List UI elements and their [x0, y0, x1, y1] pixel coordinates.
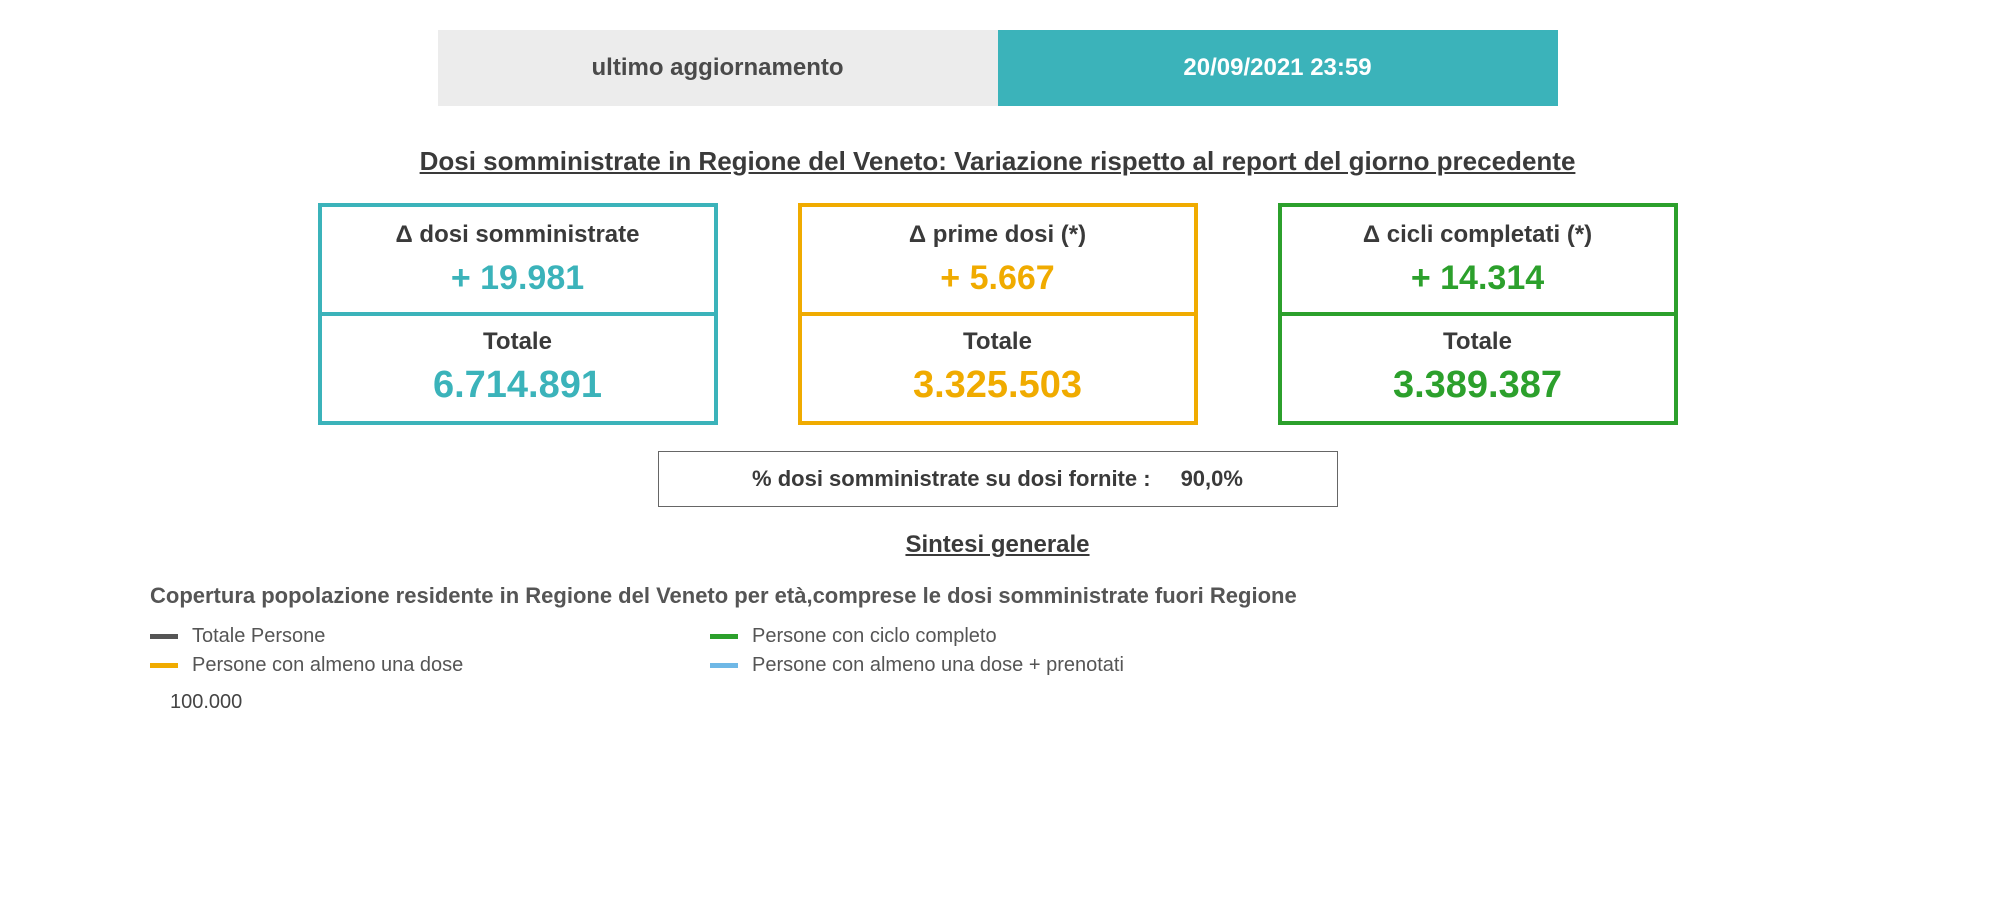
card-cycles-bottom: Totale 3.389.387 — [1278, 314, 1678, 425]
legend-item-total: Totale Persone — [150, 625, 710, 648]
card-first-doses: Δ prime dosi (*) + 5.667 Totale 3.325.50… — [798, 203, 1198, 425]
pct-label: % dosi somministrate su dosi fornite : — [752, 466, 1151, 492]
legend: Totale Persone Persone con ciclo complet… — [150, 625, 1995, 677]
card-doses-delta-value: + 19.981 — [332, 259, 704, 298]
synthesis-title: Sintesi generale — [0, 531, 1995, 559]
legend-item-booked: Persone con almeno una dose + prenotati — [710, 654, 1410, 677]
card-first-total-label: Totale — [812, 328, 1184, 356]
card-cycles-delta-label: Δ cicli completati (*) — [1292, 221, 1664, 249]
card-cycles-delta-value: + 14.314 — [1292, 259, 1664, 298]
legend-swatch-booked — [710, 663, 738, 668]
variation-title: Dosi somministrate in Regione del Veneto… — [0, 146, 1995, 177]
page-root: ultimo aggiornamento 20/09/2021 23:59 Do… — [0, 0, 1995, 714]
legend-item-complete: Persone con ciclo completo — [710, 625, 1410, 648]
legend-label-onedose: Persone con almeno una dose — [192, 654, 463, 677]
pct-value: 90,0% — [1181, 466, 1243, 492]
update-timestamp: 20/09/2021 23:59 — [998, 30, 1558, 106]
update-label: ultimo aggiornamento — [438, 30, 998, 106]
card-doses-total-label: Totale — [332, 328, 704, 356]
legend-swatch-onedose — [150, 663, 178, 668]
coverage-description: Copertura popolazione residente in Regio… — [150, 583, 1995, 609]
card-doses: Δ dosi somministrate + 19.981 Totale 6.7… — [318, 203, 718, 425]
legend-swatch-complete — [710, 634, 738, 639]
legend-item-onedose: Persone con almeno una dose — [150, 654, 710, 677]
y-axis-tick-top: 100.000 — [170, 691, 1995, 714]
card-first-bottom: Totale 3.325.503 — [798, 314, 1198, 425]
card-cycles: Δ cicli completati (*) + 14.314 Totale 3… — [1278, 203, 1678, 425]
card-first-delta-label: Δ prime dosi (*) — [812, 221, 1184, 249]
card-first-top: Δ prime dosi (*) + 5.667 — [798, 203, 1198, 314]
card-first-total-value: 3.325.503 — [812, 364, 1184, 407]
pct-box: % dosi somministrate su dosi fornite : 9… — [658, 451, 1338, 507]
legend-label-complete: Persone con ciclo completo — [752, 625, 997, 648]
cards-row: Δ dosi somministrate + 19.981 Totale 6.7… — [0, 203, 1995, 425]
update-header: ultimo aggiornamento 20/09/2021 23:59 — [0, 30, 1995, 106]
card-doses-bottom: Totale 6.714.891 — [318, 314, 718, 425]
card-cycles-total-value: 3.389.387 — [1292, 364, 1664, 407]
legend-swatch-total — [150, 634, 178, 639]
legend-label-booked: Persone con almeno una dose + prenotati — [752, 654, 1124, 677]
card-doses-delta-label: Δ dosi somministrate — [332, 221, 704, 249]
card-cycles-total-label: Totale — [1292, 328, 1664, 356]
card-cycles-top: Δ cicli completati (*) + 14.314 — [1278, 203, 1678, 314]
legend-label-total: Totale Persone — [192, 625, 325, 648]
card-first-delta-value: + 5.667 — [812, 259, 1184, 298]
card-doses-total-value: 6.714.891 — [332, 364, 704, 407]
card-doses-top: Δ dosi somministrate + 19.981 — [318, 203, 718, 314]
